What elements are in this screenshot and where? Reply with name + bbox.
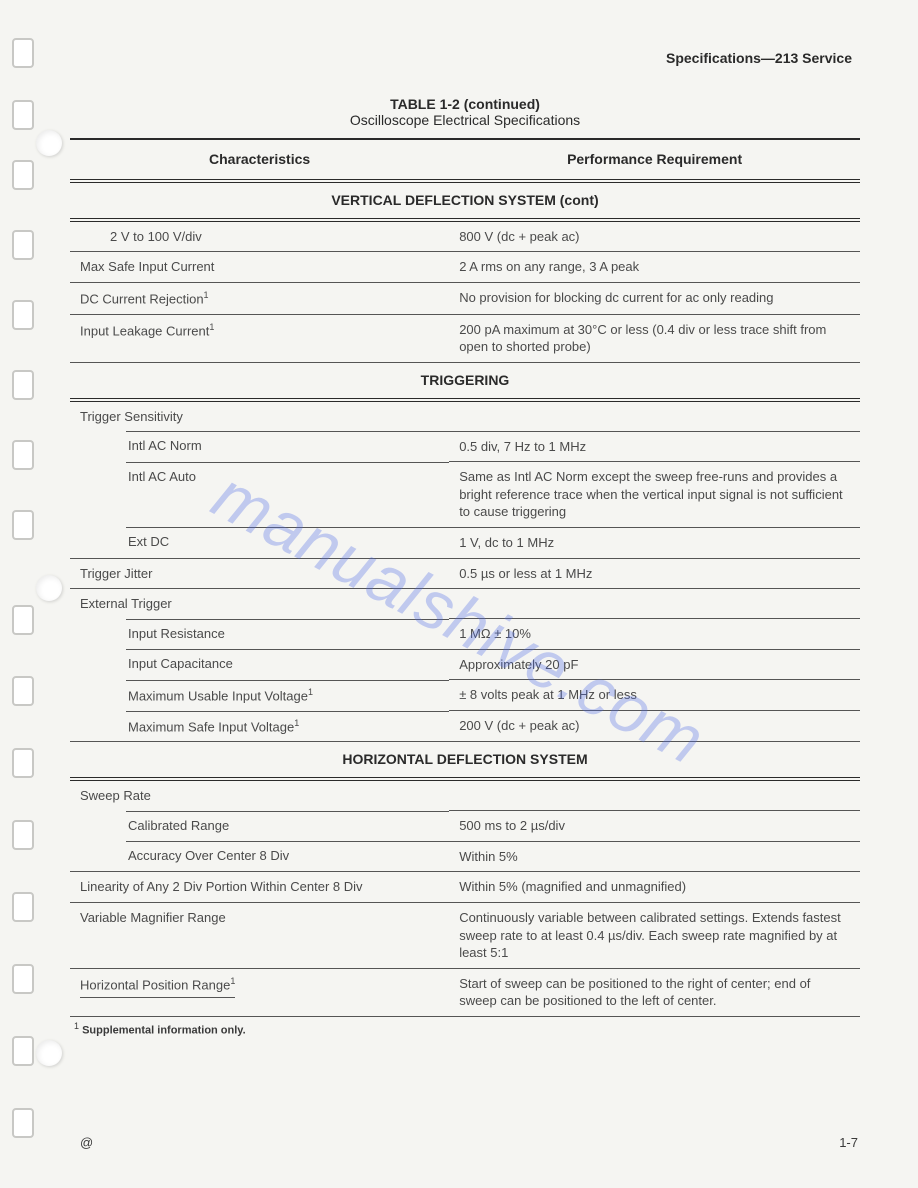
characteristic-cell: Maximum Safe Input Voltage1 — [70, 711, 449, 742]
table-row: Trigger Jitter0.5 µs or less at 1 MHz — [70, 558, 860, 589]
table-row: Horizontal Position Range1Start of sweep… — [70, 968, 860, 1016]
requirement-cell: 1 V, dc to 1 MHz — [449, 527, 860, 558]
table-row: Input Resistance1 MΩ ± 10% — [70, 619, 860, 650]
table-row: Input CapacitanceApproximately 20 pF — [70, 649, 860, 680]
characteristic-cell: Trigger Sensitivity — [70, 400, 449, 432]
table-row: Intl AC AutoSame as Intl AC Norm except … — [70, 462, 860, 528]
col-header-right: Performance Requirement — [449, 139, 860, 181]
characteristic-cell: Horizontal Position Range1 — [70, 968, 449, 1016]
requirement-cell: 2 A rms on any range, 3 A peak — [449, 252, 860, 283]
characteristic-cell: Max Safe Input Current — [70, 252, 449, 283]
requirement-cell: Approximately 20 pF — [449, 649, 860, 680]
requirement-cell — [449, 779, 860, 811]
requirement-cell: 800 V (dc + peak ac) — [449, 220, 860, 252]
requirement-cell: 200 pA maximum at 30°C or less (0.4 div … — [449, 314, 860, 362]
characteristic-cell: Intl AC Auto — [70, 462, 449, 528]
requirement-cell: 200 V (dc + peak ac) — [449, 711, 860, 742]
page-content: Specifications—213 Service TABLE 1-2 (co… — [70, 50, 860, 1036]
table-row: 2 V to 100 V/div800 V (dc + peak ac) — [70, 220, 860, 252]
characteristic-cell: Input Resistance — [70, 619, 449, 650]
table-row: Trigger Sensitivity — [70, 400, 860, 432]
footnote: 1 Supplemental information only. — [74, 1021, 860, 1037]
characteristic-cell: 2 V to 100 V/div — [70, 220, 449, 252]
table-title: TABLE 1-2 (continued) — [70, 96, 860, 112]
table-row: Calibrated Range500 ms to 2 µs/div — [70, 811, 860, 842]
header-right: Specifications—213 Service — [70, 50, 852, 66]
table-row: Ext DC1 V, dc to 1 MHz — [70, 527, 860, 558]
table-row: Sweep Rate — [70, 779, 860, 811]
characteristic-cell: Input Leakage Current1 — [70, 314, 449, 362]
col-header-left: Characteristics — [70, 139, 449, 181]
requirement-cell: 500 ms to 2 µs/div — [449, 811, 860, 842]
footer-right: 1-7 — [839, 1135, 858, 1150]
requirement-cell: 0.5 µs or less at 1 MHz — [449, 558, 860, 589]
requirement-cell: Continuously variable between calibrated… — [449, 903, 860, 969]
characteristic-cell: Trigger Jitter — [70, 558, 449, 589]
requirement-cell — [449, 400, 860, 432]
table-row: Linearity of Any 2 Div Portion Within Ce… — [70, 872, 860, 903]
characteristic-cell: External Trigger — [70, 589, 449, 619]
section-trig-heading: TRIGGERING — [70, 362, 860, 399]
characteristic-cell: Accuracy Over Center 8 Div — [70, 841, 449, 872]
characteristic-cell: DC Current Rejection1 — [70, 282, 449, 314]
table-row: External Trigger — [70, 589, 860, 619]
requirement-cell: No provision for blocking dc current for… — [449, 282, 860, 314]
characteristic-cell: Ext DC — [70, 527, 449, 558]
table-row: Accuracy Over Center 8 DivWithin 5% — [70, 841, 860, 872]
table-row: Maximum Usable Input Voltage1± 8 volts p… — [70, 680, 860, 711]
requirement-cell: Start of sweep can be positioned to the … — [449, 968, 860, 1016]
characteristic-cell: Maximum Usable Input Voltage1 — [70, 680, 449, 711]
requirement-cell: 0.5 div, 7 Hz to 1 MHz — [449, 431, 860, 462]
table-row: Max Safe Input Current2 A rms on any ran… — [70, 252, 860, 283]
binder-holes — [0, 0, 50, 1188]
requirement-cell: ± 8 volts peak at 1 MHz or less — [449, 680, 860, 711]
table-subtitle: Oscilloscope Electrical Specifications — [70, 112, 860, 128]
table-row: Maximum Safe Input Voltage1200 V (dc + p… — [70, 711, 860, 742]
footer: @ 1-7 — [80, 1135, 858, 1150]
requirement-cell — [449, 589, 860, 619]
table-row: Input Leakage Current1200 pA maximum at … — [70, 314, 860, 362]
table-row: Variable Magnifier RangeContinuously var… — [70, 903, 860, 969]
table-row: Intl AC Norm0.5 div, 7 Hz to 1 MHz — [70, 431, 860, 462]
requirement-cell: Within 5% — [449, 841, 860, 872]
characteristic-cell: Variable Magnifier Range — [70, 903, 449, 969]
characteristic-cell: Calibrated Range — [70, 811, 449, 842]
section-vert-heading: VERTICAL DEFLECTION SYSTEM (cont) — [70, 181, 860, 220]
characteristic-cell: Linearity of Any 2 Div Portion Within Ce… — [70, 872, 449, 903]
footer-left: @ — [80, 1135, 93, 1150]
table-row: DC Current Rejection1No provision for bl… — [70, 282, 860, 314]
section-horiz-heading: HORIZONTAL DEFLECTION SYSTEM — [70, 742, 860, 779]
requirement-cell: 1 MΩ ± 10% — [449, 619, 860, 650]
requirement-cell: Within 5% (magnified and unmagnified) — [449, 872, 860, 903]
characteristic-cell: Sweep Rate — [70, 779, 449, 811]
characteristic-cell: Intl AC Norm — [70, 431, 449, 462]
characteristic-cell: Input Capacitance — [70, 649, 449, 680]
spec-table: CharacteristicsPerformance Requirement V… — [70, 138, 860, 1017]
requirement-cell: Same as Intl AC Norm except the sweep fr… — [449, 462, 860, 528]
